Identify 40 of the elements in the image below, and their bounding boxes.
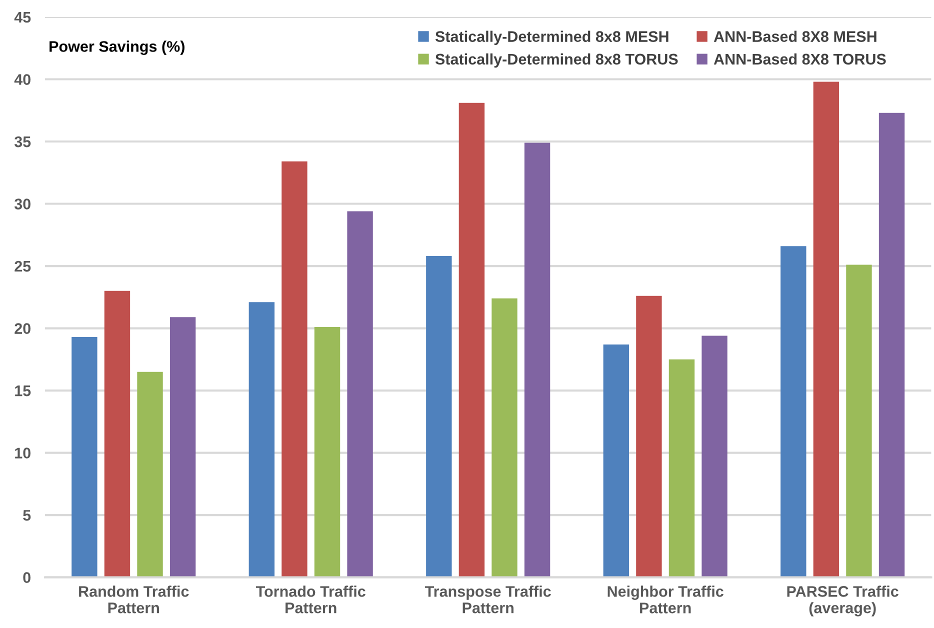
bar [347,211,373,578]
bar [780,246,806,578]
bar [137,372,163,578]
x-tick-label: Random Traffic Pattern [79,586,189,614]
x-tick-label: Neighbor Traffic Pattern [608,586,724,614]
bar [846,264,872,578]
y-tick-label: 0 [23,572,30,583]
bar [314,327,340,578]
y-tick-label: 5 [23,510,31,521]
y-tick-label: 40 [14,74,30,85]
bar [603,344,630,578]
bar [282,161,308,578]
legend-label: Statically-Determined 8x8 TORUS [435,53,678,68]
y-tick-label: 10 [15,448,30,458]
legend-label: ANN-Based 8X8 TORUS [714,53,886,65]
bar [702,336,728,578]
legend-label: Statically-Determined 8x8 MESH [435,30,668,45]
bar [813,82,840,578]
bar [248,302,275,578]
bar [170,317,196,578]
bar [492,298,518,578]
x-tick-label: Transpose Traffic Pattern [425,586,551,614]
y-tick-label: 35 [14,136,31,148]
legend-label: ANN-Based 8X8 MESH [714,30,876,42]
y-tick-label: 30 [14,198,30,210]
y-tick-label: 20 [14,323,30,334]
bar [668,359,695,578]
y-tick-label: 25 [14,260,31,272]
bar [426,256,452,578]
bar [636,296,662,578]
bar [524,142,550,578]
y-tick-label: 15 [15,386,31,396]
x-tick-label: PARSEC Traffic (average) [787,586,898,616]
bar [104,290,130,578]
y-axis-title: Power Savings (%) [50,40,184,55]
bar [458,102,485,578]
bar [878,112,905,578]
y-tick-label: 45 [14,12,31,23]
x-tick-label: Tornado Traffic Pattern [256,586,366,614]
bar [72,336,98,578]
